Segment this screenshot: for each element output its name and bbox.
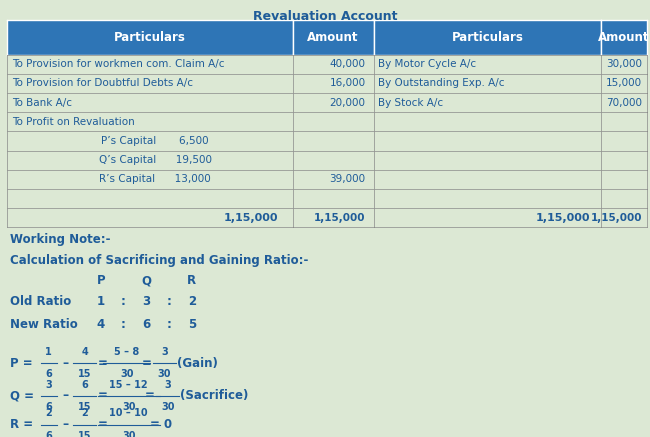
- Text: Amount: Amount: [307, 31, 359, 44]
- Text: To Provision for workmen com. Claim A/c: To Provision for workmen com. Claim A/c: [12, 59, 225, 69]
- Text: 30: 30: [161, 402, 174, 412]
- Text: 6: 6: [81, 380, 88, 390]
- Text: 70,000: 70,000: [606, 97, 642, 108]
- Text: Revaluation Account: Revaluation Account: [253, 10, 397, 23]
- Text: =: =: [98, 418, 108, 431]
- Text: R: R: [187, 274, 196, 288]
- Text: Particulars: Particulars: [452, 31, 523, 44]
- Text: =: =: [98, 357, 108, 370]
- Text: :: :: [166, 295, 172, 308]
- Text: 15: 15: [78, 369, 91, 379]
- Text: By Stock A/c: By Stock A/c: [378, 97, 443, 108]
- Text: 2: 2: [46, 409, 52, 418]
- Text: Old Ratio: Old Ratio: [10, 295, 71, 308]
- Text: :: :: [121, 295, 126, 308]
- Text: By Motor Cycle A/c: By Motor Cycle A/c: [378, 59, 476, 69]
- Text: 15: 15: [78, 431, 91, 437]
- Text: 3: 3: [46, 380, 52, 390]
- Text: 1,15,000: 1,15,000: [224, 213, 278, 222]
- Text: 3: 3: [161, 347, 168, 357]
- Text: 1,15,000: 1,15,000: [536, 213, 590, 222]
- Text: –: –: [62, 357, 68, 370]
- Text: 6: 6: [46, 402, 52, 412]
- Text: –: –: [62, 389, 68, 402]
- Text: (Gain): (Gain): [177, 357, 218, 370]
- Text: To Bank A/c: To Bank A/c: [12, 97, 72, 108]
- Text: 2: 2: [81, 409, 88, 418]
- Text: 15 – 12: 15 – 12: [109, 380, 148, 390]
- Text: Q: Q: [141, 274, 151, 288]
- Text: Q’s Capital      19,500: Q’s Capital 19,500: [99, 155, 212, 165]
- Text: 6: 6: [142, 318, 150, 330]
- Text: Working Note:-: Working Note:-: [10, 233, 111, 246]
- Text: 1,15,000: 1,15,000: [314, 213, 365, 222]
- Text: 39,000: 39,000: [330, 174, 365, 184]
- Text: 1: 1: [46, 347, 52, 357]
- Text: 5 – 8: 5 – 8: [114, 347, 139, 357]
- Text: 10 – 10: 10 – 10: [109, 409, 148, 418]
- Text: P =: P =: [10, 357, 36, 370]
- Text: 3: 3: [164, 380, 171, 390]
- Text: :: :: [121, 318, 126, 330]
- Text: 16,000: 16,000: [330, 78, 365, 88]
- Text: =: =: [98, 389, 108, 402]
- Text: = 0: = 0: [150, 418, 172, 431]
- Text: 30: 30: [122, 431, 135, 437]
- Text: 1,15,000: 1,15,000: [591, 213, 642, 222]
- Text: 1: 1: [97, 295, 105, 308]
- Text: 3: 3: [142, 295, 150, 308]
- Text: (Sacrifice): (Sacrifice): [180, 389, 248, 402]
- Text: 5: 5: [188, 318, 196, 330]
- Text: To Profit on Revaluation: To Profit on Revaluation: [12, 117, 135, 127]
- Text: 15: 15: [78, 402, 91, 412]
- Text: 30: 30: [158, 369, 171, 379]
- Text: To Provision for Doubtful Debts A/c: To Provision for Doubtful Debts A/c: [12, 78, 193, 88]
- Text: =: =: [144, 389, 155, 402]
- Text: 15,000: 15,000: [606, 78, 642, 88]
- Text: Particulars: Particulars: [114, 31, 185, 44]
- Text: P: P: [96, 274, 105, 288]
- Text: :: :: [166, 318, 172, 330]
- Text: By Outstanding Exp. A/c: By Outstanding Exp. A/c: [378, 78, 505, 88]
- Text: 6: 6: [46, 431, 52, 437]
- Text: R =: R =: [10, 418, 37, 431]
- Text: New Ratio: New Ratio: [10, 318, 77, 330]
- Text: =: =: [141, 357, 151, 370]
- Text: 30: 30: [122, 402, 135, 412]
- Text: P’s Capital       6,500: P’s Capital 6,500: [101, 136, 209, 146]
- Text: Amount: Amount: [598, 31, 650, 44]
- Text: 4: 4: [81, 347, 88, 357]
- Text: R’s Capital      13,000: R’s Capital 13,000: [99, 174, 211, 184]
- Text: –: –: [62, 418, 68, 431]
- Text: 6: 6: [46, 369, 52, 379]
- Text: Q =: Q =: [10, 389, 38, 402]
- Text: Calculation of Sacrificing and Gaining Ratio:-: Calculation of Sacrificing and Gaining R…: [10, 254, 308, 267]
- Text: 40,000: 40,000: [330, 59, 365, 69]
- Text: 20,000: 20,000: [330, 97, 365, 108]
- Text: 30: 30: [120, 369, 133, 379]
- Text: 4: 4: [97, 318, 105, 330]
- Text: 30,000: 30,000: [606, 59, 642, 69]
- Text: 2: 2: [188, 295, 196, 308]
